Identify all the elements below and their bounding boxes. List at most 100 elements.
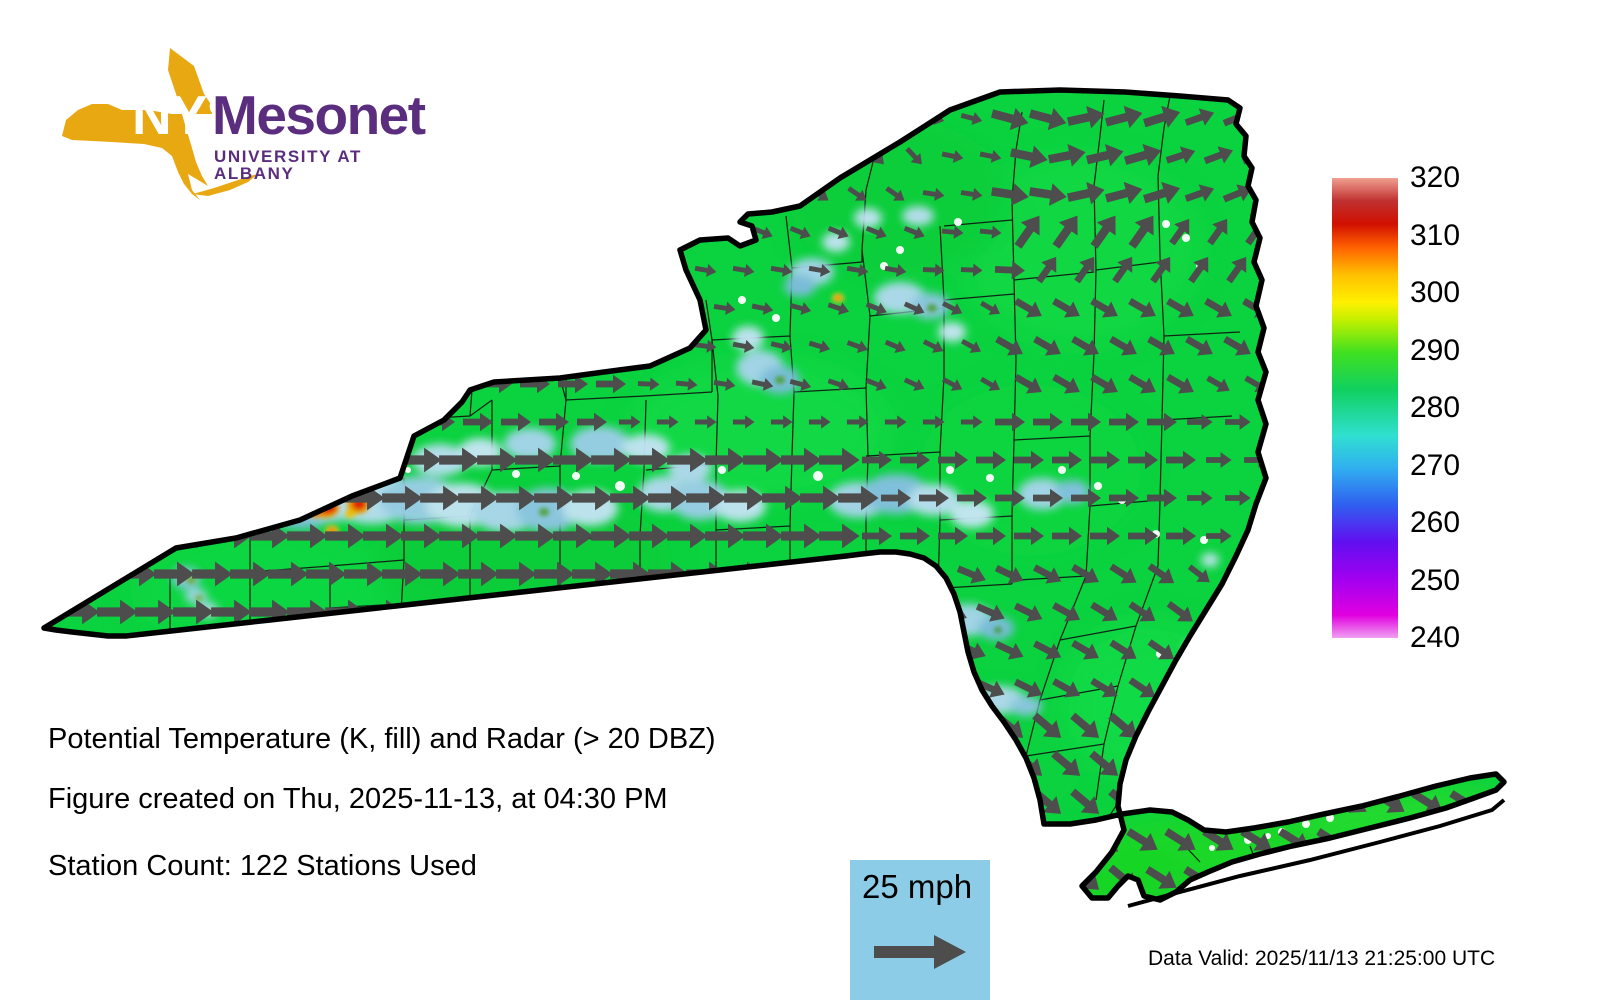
wind-arrow bbox=[159, 412, 189, 432]
wind-arrow bbox=[732, 263, 755, 277]
wind-arrow bbox=[582, 112, 601, 124]
wind-arrow bbox=[349, 412, 379, 432]
wind-arrow bbox=[1224, 638, 1250, 661]
wind-arrow bbox=[615, 868, 645, 888]
wind-arrow bbox=[240, 264, 259, 276]
wind-arrow bbox=[1169, 218, 1190, 246]
wind-arrow bbox=[44, 561, 81, 587]
wind-arrow bbox=[659, 108, 674, 128]
wind-arrow bbox=[976, 450, 1006, 470]
wind-arrow bbox=[254, 754, 284, 774]
wind-arrow bbox=[1048, 143, 1086, 167]
wind-arrow bbox=[563, 150, 582, 162]
wind-arrow bbox=[311, 336, 341, 356]
wind-arrow bbox=[354, 264, 373, 276]
wind-arrow bbox=[653, 868, 683, 888]
wind-arrow bbox=[941, 377, 963, 391]
wind-arrow bbox=[729, 640, 759, 660]
wind-arrow bbox=[1221, 790, 1253, 813]
wind-arrow bbox=[870, 90, 883, 91]
wind-arrow bbox=[135, 599, 176, 625]
wind-arrow bbox=[553, 523, 594, 549]
wind-arrow bbox=[610, 485, 651, 511]
wind-arrow bbox=[995, 336, 1023, 356]
wind-arrow bbox=[1489, 336, 1504, 356]
wind-arrow bbox=[1432, 90, 1460, 91]
wind-arrow bbox=[770, 340, 793, 353]
wind-arrow bbox=[618, 263, 641, 277]
wind-arrow bbox=[444, 907, 474, 925]
wind-arrow bbox=[979, 149, 1002, 163]
wind-arrow bbox=[751, 301, 774, 315]
wind-arrow bbox=[411, 150, 430, 162]
wind-arrow bbox=[183, 226, 202, 238]
wind-arrow bbox=[1128, 677, 1156, 698]
wind-arrow bbox=[1263, 490, 1289, 506]
wind-arrow bbox=[482, 754, 512, 774]
wind-arrow bbox=[1014, 374, 1042, 394]
wind-arrow bbox=[1165, 146, 1196, 164]
wind-arrow bbox=[387, 412, 417, 432]
wind-arrow bbox=[525, 150, 544, 162]
wind-arrow bbox=[1358, 675, 1381, 700]
wind-arrow bbox=[1032, 712, 1062, 738]
colorbar-tick-250: 250 bbox=[1410, 563, 1461, 597]
wind-arrow bbox=[1166, 298, 1194, 318]
wind-arrow bbox=[1052, 678, 1081, 698]
wind-arrow bbox=[477, 523, 518, 549]
wind-arrow bbox=[487, 150, 506, 162]
wind-arrow bbox=[756, 90, 769, 91]
wind-arrow bbox=[1090, 601, 1118, 622]
wind-arrow bbox=[751, 377, 774, 391]
wind-arrow bbox=[178, 907, 208, 925]
wind-arrow bbox=[862, 526, 892, 546]
wind-arrow bbox=[1187, 564, 1210, 583]
wind-arrow bbox=[1066, 181, 1105, 205]
wind-arrow bbox=[178, 754, 208, 774]
wind-arrow bbox=[1052, 298, 1080, 318]
wind-arrow bbox=[496, 485, 537, 511]
wind-arrow bbox=[1203, 750, 1233, 776]
wind-arrow bbox=[183, 302, 202, 314]
wind-arrow bbox=[1281, 675, 1306, 700]
wind-arrow bbox=[748, 678, 778, 698]
wind-arrow bbox=[44, 678, 56, 698]
wind-arrow bbox=[748, 754, 778, 774]
wind-arrow bbox=[1166, 374, 1194, 394]
wind-arrow bbox=[691, 640, 721, 660]
wind-arrow bbox=[1472, 528, 1498, 544]
wind-arrow bbox=[235, 640, 265, 660]
wind-arrow bbox=[881, 488, 911, 508]
wind-arrow bbox=[197, 412, 227, 432]
logo-state-shape bbox=[62, 48, 212, 200]
wind-arrow bbox=[515, 599, 556, 625]
wind-arrow bbox=[268, 561, 309, 587]
wind-arrow bbox=[496, 561, 537, 587]
wind-key-label: 25 mph bbox=[862, 868, 973, 905]
wind-arrow bbox=[884, 263, 907, 277]
wind-arrow bbox=[102, 678, 132, 698]
wind-arrow bbox=[368, 754, 398, 774]
wind-arrow bbox=[956, 793, 986, 812]
wind-arrow bbox=[235, 336, 265, 356]
wind-arrow bbox=[487, 302, 506, 314]
wind-arrow bbox=[1245, 601, 1267, 621]
wind-arrow bbox=[97, 599, 138, 625]
wind-arrow bbox=[368, 907, 398, 925]
wind-arrow bbox=[729, 868, 759, 888]
wind-arrow bbox=[121, 336, 151, 356]
wind-arrow bbox=[1283, 218, 1304, 246]
colorbar-tick-300: 300 bbox=[1410, 276, 1461, 309]
wind-arrow bbox=[596, 754, 626, 774]
wind-arrow bbox=[827, 302, 849, 315]
wind-arrow bbox=[667, 599, 708, 625]
wind-arrow bbox=[1014, 215, 1040, 249]
wind-arrow bbox=[846, 263, 869, 277]
wind-arrow bbox=[937, 679, 967, 698]
wind-arrow bbox=[1434, 674, 1456, 701]
wind-arrow bbox=[1453, 490, 1479, 506]
wind-arrow bbox=[458, 561, 499, 587]
wind-arrow bbox=[672, 907, 702, 925]
wind-arrow bbox=[140, 374, 170, 394]
wind-arrow bbox=[1223, 336, 1251, 356]
